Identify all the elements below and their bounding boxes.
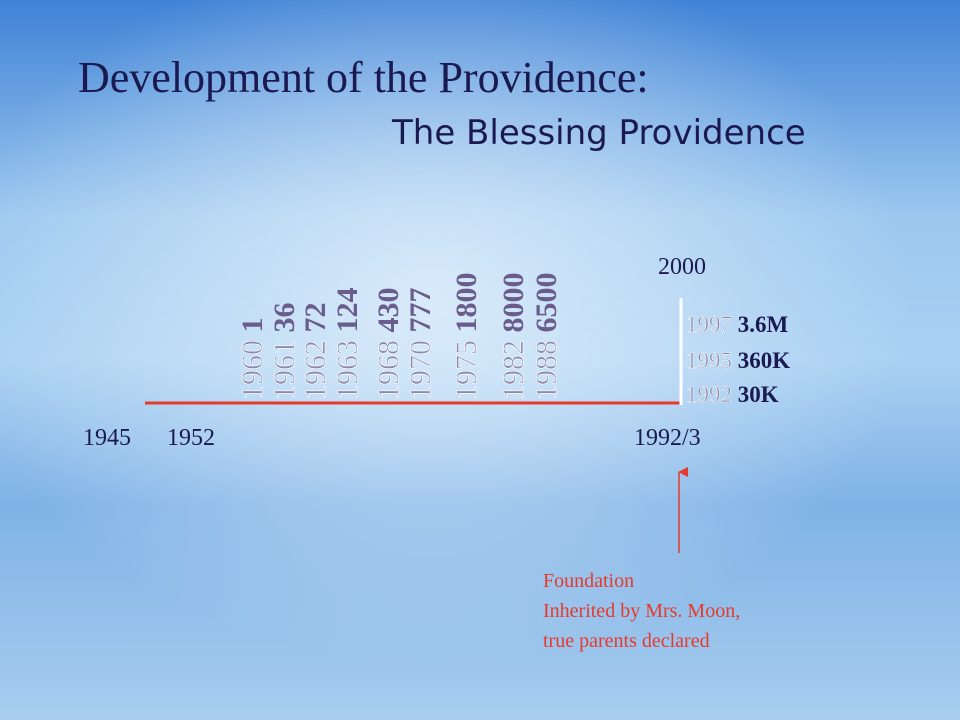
column-label: 1970 777 xyxy=(404,288,437,401)
growth-year: 1995 xyxy=(686,348,732,373)
column-year: 1975 xyxy=(450,340,483,400)
column-count: 6500 xyxy=(530,273,563,333)
column-label: 1961 36 xyxy=(268,303,301,401)
growth-label: 1997 3.6M xyxy=(686,312,789,337)
column-year: 1960 xyxy=(236,340,269,400)
annotation-line: Inherited by Mrs. Moon, xyxy=(543,600,740,622)
growth-label: 1992 30K xyxy=(686,382,779,407)
growth-count: 3.6M xyxy=(738,312,789,337)
axis-label: 1945 xyxy=(83,425,131,451)
column-count: 1 xyxy=(236,318,269,333)
growth-year: 1997 xyxy=(686,312,732,337)
column-year: 1982 xyxy=(497,340,530,400)
axis-label: 1992/3 xyxy=(634,425,701,451)
column-year: 1968 xyxy=(372,340,405,400)
column-label: 1968 430 xyxy=(372,288,405,401)
axis-label: 1952 xyxy=(167,425,215,451)
column-count: 777 xyxy=(404,288,437,333)
column-year: 1988 xyxy=(530,340,563,400)
subtitle: The Blessing Providence xyxy=(391,113,806,153)
column-year: 1963 xyxy=(331,340,364,400)
column-year: 1970 xyxy=(404,340,437,400)
column-label: 1960 1 xyxy=(236,318,269,401)
column-label: 1963 124 xyxy=(331,288,364,401)
growth-year: 1992 xyxy=(686,382,732,407)
annotation-line: true parents declared xyxy=(543,630,710,652)
column-count: 430 xyxy=(372,288,405,333)
title: Development of the Providence: xyxy=(78,53,649,102)
column-year: 1961 xyxy=(268,340,301,400)
column-label: 1975 1800 xyxy=(450,273,483,401)
column-label: 1982 8000 xyxy=(497,273,530,401)
column-count: 124 xyxy=(331,288,364,333)
column-count: 8000 xyxy=(497,273,530,333)
column-label: 1962 72 xyxy=(299,303,332,401)
column-count: 72 xyxy=(299,303,332,333)
annotation-line: Foundation xyxy=(543,570,634,592)
growth-label: 1995 360K xyxy=(686,348,790,373)
column-year: 1962 xyxy=(299,340,332,400)
end-label: 2000 xyxy=(658,254,706,280)
column-count: 36 xyxy=(268,303,301,333)
growth-count: 360K xyxy=(738,348,791,373)
column-count: 1800 xyxy=(450,273,483,333)
column-label: 1988 6500 xyxy=(530,273,563,401)
growth-count: 30K xyxy=(738,382,779,407)
